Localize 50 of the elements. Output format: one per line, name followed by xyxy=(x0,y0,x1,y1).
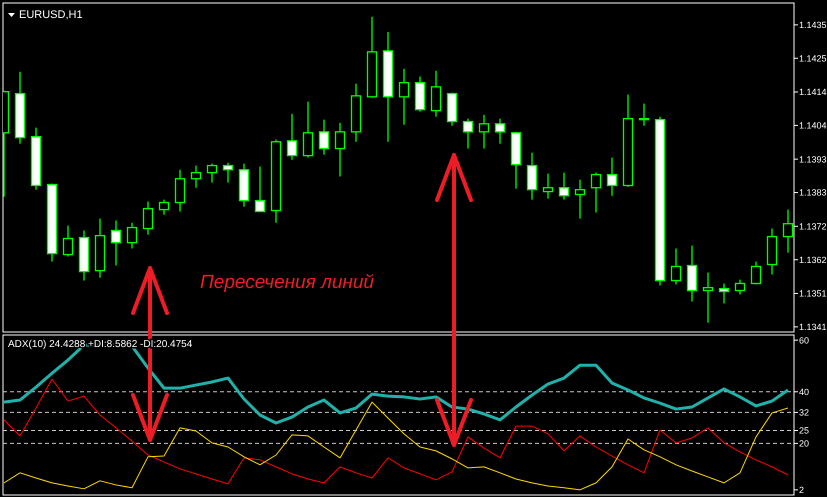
candlestick xyxy=(254,166,266,212)
y-tick-label: 60 xyxy=(799,335,810,346)
y-tick-label: 1.1414 xyxy=(799,87,827,98)
candlestick xyxy=(558,172,570,200)
candlestick xyxy=(206,162,218,184)
candlestick xyxy=(222,162,234,184)
candlestick xyxy=(462,118,474,150)
line-series xyxy=(4,402,788,490)
candlestick xyxy=(286,113,298,160)
line-series xyxy=(4,378,788,484)
y-tick-label: 1.1372 xyxy=(799,221,827,232)
y-tick-label: 40 xyxy=(799,386,810,397)
candlestick xyxy=(62,225,74,258)
y-tick-label: 1.1362 xyxy=(799,254,827,265)
y-tick-label: 1.1393 xyxy=(799,154,827,164)
candlestick xyxy=(638,102,650,126)
y-tick-label: 1.1404 xyxy=(799,120,827,131)
text: EURUSD,H1 xyxy=(19,9,83,21)
candlestick xyxy=(190,164,202,188)
candlestick xyxy=(670,248,682,286)
y-tick-label: 1.1341 xyxy=(799,322,827,332)
y-tick-label: 25 xyxy=(799,426,810,436)
candlestick xyxy=(398,68,410,126)
y-tick-label: 20 xyxy=(799,438,810,449)
candlestick xyxy=(702,272,714,324)
candlestick xyxy=(734,278,746,296)
candlestick xyxy=(142,200,154,236)
y-tick-label: 1.1425 xyxy=(799,53,827,64)
candlestick xyxy=(334,122,346,178)
candlestick xyxy=(430,70,442,118)
candlestick xyxy=(718,282,730,304)
candlestick xyxy=(318,118,330,156)
candlestick xyxy=(302,100,314,158)
y-tick-label: 1.1435 xyxy=(799,20,827,30)
candlestick xyxy=(750,260,762,286)
candlestick xyxy=(590,172,602,214)
y-tick-label: 1.1383 xyxy=(799,188,827,198)
y-tick-label: 2 xyxy=(799,484,804,495)
candlestick xyxy=(174,169,186,212)
candlestick xyxy=(542,172,554,200)
candlestick xyxy=(126,222,138,250)
candlestick xyxy=(574,179,586,220)
candlestick xyxy=(478,114,490,150)
candlestick xyxy=(494,118,506,144)
y-tick-label: 32 xyxy=(799,408,810,418)
annotation: Пересечения линий xyxy=(200,272,374,293)
candlestick xyxy=(158,198,170,216)
candlestick xyxy=(606,156,618,196)
candlestick xyxy=(110,220,122,266)
y-tick-label: 1.1351 xyxy=(799,288,827,299)
